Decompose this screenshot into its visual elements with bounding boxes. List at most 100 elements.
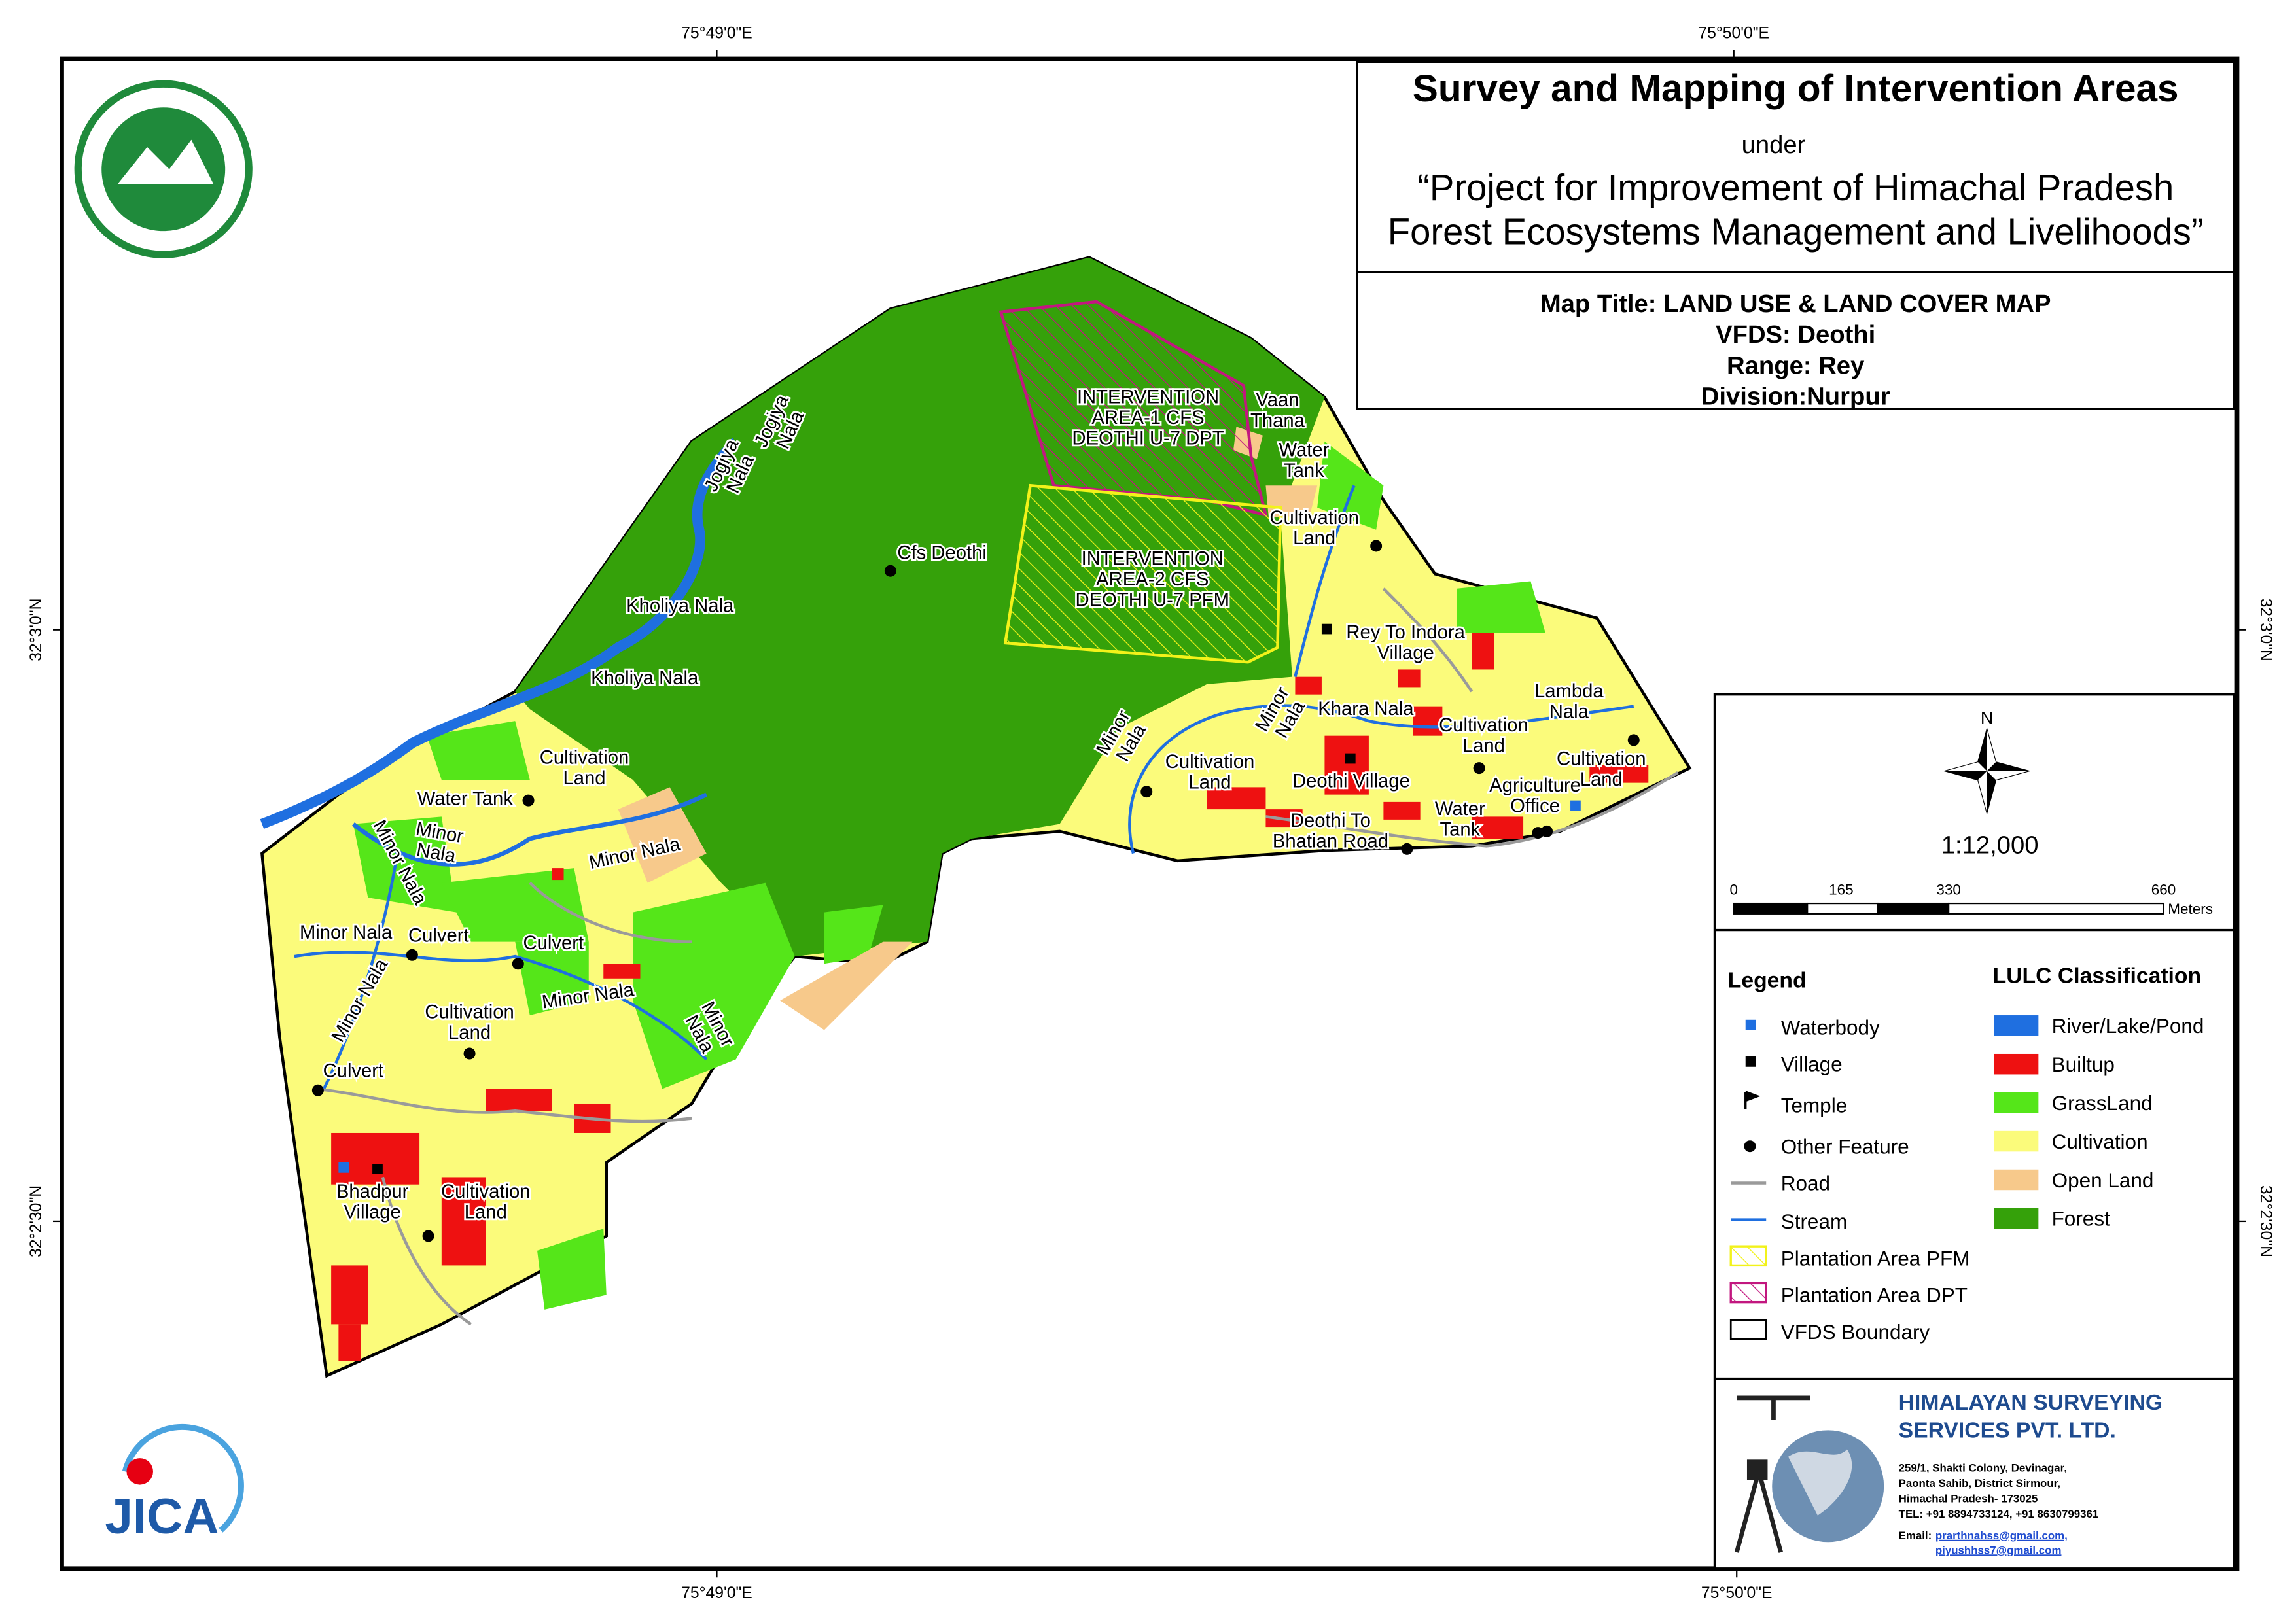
map-label-line: Cfs Deothi [897,543,986,564]
map-label: INTERVENTION AREA-1 CFS DEOTHI U-7 DPT [1072,387,1224,449]
map-label: Deothi Village [1292,771,1410,792]
map: INTERVENTION AREA-1 CFS DEOTHI U-7 DPTVaan… [260,256,1692,1378]
map-label-line: Land [563,768,605,789]
map-label: Rey To Indora Village [1346,622,1465,663]
coord-label: 32°2'30"N [27,1185,45,1257]
map-label: Cultivation Land [540,747,629,788]
lulc-label: Open Land [2052,1168,2154,1192]
legend-label: Plantation Area DPT [1781,1283,1968,1307]
scale-label: 330 [1936,882,1961,898]
map-label-line: Kholiya Nala [591,668,699,689]
map-label: Water Tank [1279,440,1329,481]
map-label: Cultivation Land [1439,715,1528,756]
logo-text: JICA [105,1489,219,1544]
map-label-line: Water Tank [417,788,514,809]
map-label: Minor Nala [300,922,393,943]
map-label-line: Culvert [323,1061,384,1082]
address-line: Himachal Pradesh- 173025 [1899,1493,2038,1505]
coord-label: 75°49'0"E [681,1584,752,1602]
title-box [1356,60,2236,273]
map-label: Deothi To Bhatian Road [1273,811,1388,852]
address-line: TEL: +91 8894733124, +91 8630799361 [1899,1508,2099,1520]
grassland [353,441,1545,1310]
map-info-box [1356,271,2236,410]
map-label-line: AREA-1 CFS [1091,408,1204,428]
map-label-line: Khara Nala [1318,699,1414,720]
map-label-line: Village [1377,643,1434,664]
map-label-line: Cultivation [1165,752,1255,773]
map-label-line: Deothi To [1290,811,1371,831]
map-label-line: Cultivation [540,747,629,768]
lulc-swatch [1994,1053,2039,1075]
scale-bar [1733,902,2164,915]
legend-label: Stream [1781,1210,1847,1233]
map-label-line: Land [448,1022,491,1043]
address-line: Paonta Sahib, District Sirmour, [1899,1477,2060,1490]
scale-unit: Meters [2168,901,2213,917]
legend-label: Village [1781,1053,1843,1076]
map-info: Range: Rey [1727,351,1865,379]
map-label: Kholiya Nala [626,596,734,617]
map-label: Cfs Deothi [897,543,986,564]
lulc-swatch [1994,1130,2039,1152]
scale-text: 1:12,000 [1941,831,2039,860]
map-label: Cultivation Land [441,1181,531,1223]
map-label: Lambda Nala [1534,681,1604,722]
map-label: Culvert [323,1061,384,1082]
coord-label: 75°50'0"E [1701,1584,1773,1602]
lulc-swatch [1994,1015,2039,1036]
map-label: Cultivation Land [425,1002,514,1043]
map-label-line: DEOTHI U-7 PFM [1075,590,1229,611]
map-label: Kholiya Nala [591,668,699,689]
scale-label: 165 [1829,882,1854,898]
side-panel [1713,693,2236,1570]
map-label-line: Lambda [1534,681,1604,702]
map-label-line: Land [465,1202,507,1223]
north-arrow [1945,729,2028,812]
coord-label: 32°3'0"N [27,599,45,661]
coord-label: 32°3'0"N [2257,599,2274,661]
map-label-line: Village [344,1202,400,1223]
email: piyushhss7@gmail.com [1935,1544,2062,1556]
roads [316,587,1679,1326]
map-label: Cultivation Land [1557,749,1646,790]
map-label-line: Bhatian Road [1273,831,1388,852]
map-label-line: Water [1435,799,1485,820]
map-label-line: Cultivation [1269,508,1359,529]
features [311,540,1640,1242]
map-label-line: Minor Nala [300,922,393,943]
map-label-line: Agriculture [1489,775,1581,796]
map-label: Cultivation Land [1165,752,1255,793]
coord-label: 75°49'0"E [681,24,752,42]
lulc-label: GrassLand [2052,1091,2153,1115]
map-label-line: Office [1510,796,1560,817]
map-label-line: DEOTHI U-7 DPT [1072,428,1224,449]
map-label-line: Culvert [408,926,469,947]
map-label: Culvert [408,926,469,947]
map-info: Division:Nurpur [1701,383,1890,411]
company-name: HIMALAYAN SURVEYING [1899,1390,2163,1415]
map-label-line: Land [1293,528,1335,549]
frame [60,56,2240,1571]
lulc-label: Cultivation [2052,1130,2148,1153]
map-label-line: Thana [1250,410,1305,431]
streams [260,438,1634,1090]
company-name: SERVICES PVT. LTD. [1899,1418,2116,1443]
scale-label: 660 [2151,882,2176,898]
plantation-pfm [1003,483,1282,664]
legend-title: Legend [1728,968,1807,992]
lulc-swatch [1994,1169,2039,1191]
lulc-title: LULC Classification [1993,964,2202,988]
map-title: Map Title: LAND USE & LAND COVER MAP [1540,290,2051,318]
map-label-line: Land [1580,769,1623,790]
address-line: 259/1, Shakti Colony, Devinagar, [1899,1461,2067,1474]
builtup [331,633,1649,1361]
map-label-line: Tank [1284,461,1324,481]
waterbody [1570,800,1581,811]
map-label-line: Rey To Indora [1346,622,1465,643]
lulc-label: Builtup [2052,1053,2115,1076]
email: prarthnahss@gmail.com, [1935,1529,2068,1542]
map-label-line: Kholiya Nala [626,596,734,617]
map-label-line: Water [1279,440,1329,461]
